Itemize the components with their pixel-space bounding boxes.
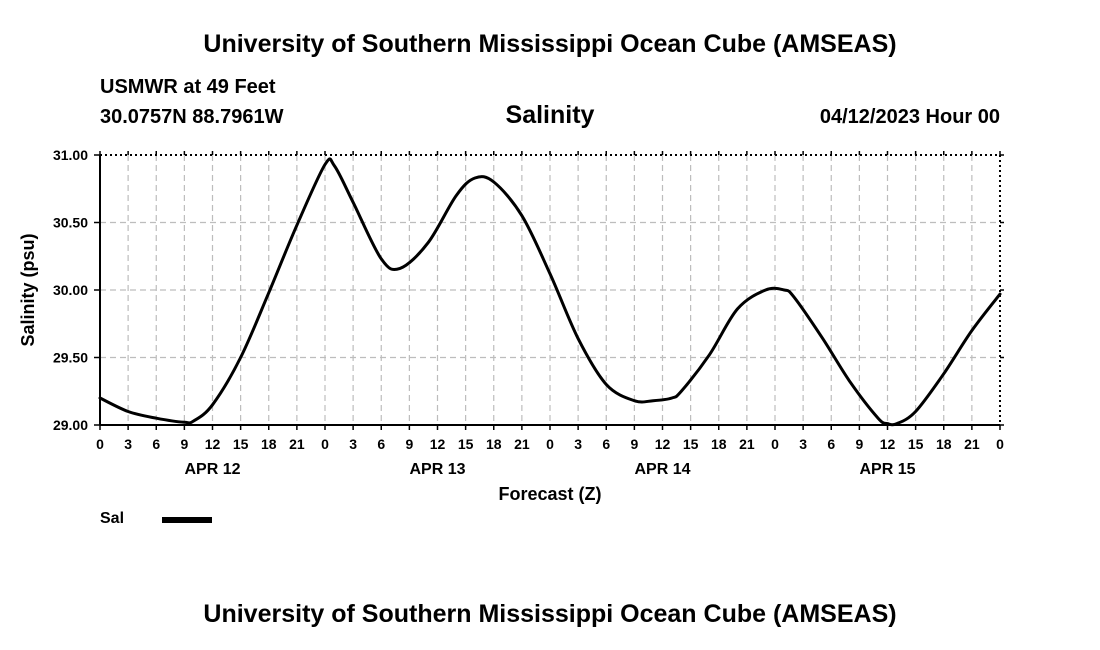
x-tick-label: 9 [405, 436, 413, 452]
x-tick-label: 9 [630, 436, 638, 452]
footer-title: University of Southern Mississippi Ocean… [203, 600, 897, 628]
day-label: APR 14 [634, 461, 690, 478]
page-title: University of Southern Mississippi Ocean… [203, 30, 897, 58]
x-tick-label: 21 [289, 436, 305, 452]
series-layer [98, 157, 1002, 427]
x-tick-label: 15 [458, 436, 474, 452]
y-tick-label: 29.50 [53, 350, 88, 366]
x-tick-label: 6 [602, 436, 610, 452]
y-tick-label: 30.50 [53, 215, 88, 231]
legend-swatch [162, 517, 212, 523]
x-tick-label: 18 [936, 436, 952, 452]
x-tick-label: 12 [430, 436, 446, 452]
x-tick-label: 12 [655, 436, 671, 452]
x-tick-label: 9 [855, 436, 863, 452]
x-tick-label: 0 [96, 436, 104, 452]
station-label: USMWR at 49 Feet [100, 76, 276, 98]
x-tick-label: 6 [152, 436, 160, 452]
x-tick-label: 21 [964, 436, 980, 452]
y-tick-label: 31.00 [53, 147, 88, 163]
x-tick-label: 9 [180, 436, 188, 452]
y-axis-title: Salinity (psu) [18, 233, 38, 346]
axis-labels: 0 3 6 9 12 15 18 21 0 3 6 9 12 15 18 21 0 3 6 9 12 15 18 21 0 3 6 9… [53, 147, 1004, 478]
chart-title: Salinity [505, 101, 595, 129]
x-tick-label: 0 [321, 436, 329, 452]
day-label: APR 13 [409, 461, 465, 478]
coordinates-label: 30.0757N 88.7961W [100, 106, 284, 128]
series-line-sal [98, 157, 1002, 427]
x-tick-label: 3 [124, 436, 132, 452]
x-tick-label: 3 [574, 436, 582, 452]
x-tick-label: 18 [486, 436, 502, 452]
forecast-datetime: 04/12/2023 Hour 00 [819, 106, 1000, 128]
x-tick-label: 21 [514, 436, 530, 452]
x-axis-title: Forecast (Z) [498, 484, 601, 504]
x-tick-label: 18 [261, 436, 277, 452]
x-tick-label: 3 [799, 436, 807, 452]
x-tick-label: 0 [996, 436, 1004, 452]
x-tick-label: 6 [827, 436, 835, 452]
day-label: APR 15 [859, 461, 915, 478]
y-tick-label: 30.00 [53, 282, 88, 298]
x-tick-label: 21 [739, 436, 755, 452]
x-tick-label: 6 [377, 436, 385, 452]
grid-lines [100, 155, 1000, 425]
x-tick-label: 0 [771, 436, 779, 452]
x-tick-label: 12 [205, 436, 221, 452]
axis-ticks [94, 151, 1004, 430]
x-tick-label: 12 [880, 436, 896, 452]
x-tick-label: 0 [546, 436, 554, 452]
y-tick-label: 29.00 [53, 417, 88, 433]
legend-label: Sal [100, 510, 125, 527]
x-tick-label: 3 [349, 436, 357, 452]
day-label: APR 12 [184, 461, 240, 478]
x-tick-label: 18 [711, 436, 727, 452]
x-tick-label: 15 [233, 436, 249, 452]
x-tick-label: 15 [908, 436, 924, 452]
x-tick-label: 15 [683, 436, 699, 452]
